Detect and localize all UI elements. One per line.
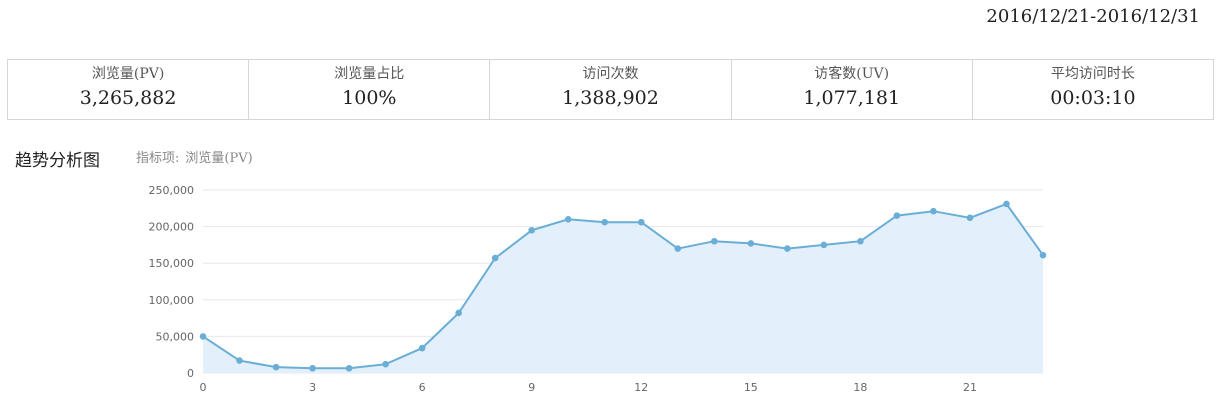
stat-value: 00:03:10 bbox=[1050, 87, 1136, 109]
stat-label: 平均访问时长 bbox=[1050, 66, 1135, 82]
trend-section-title: 趋势分析图 bbox=[15, 151, 100, 171]
stat-label: 访问次数 bbox=[582, 66, 639, 82]
data-point bbox=[711, 237, 718, 245]
y-axis-ticks: 0 50,000 100,000 150,000 200,000 250,000 bbox=[149, 184, 195, 380]
data-point bbox=[893, 212, 901, 219]
data-point bbox=[820, 241, 828, 249]
metric-name: 浏览量(PV) bbox=[185, 151, 253, 166]
stat-pageview-share: 浏览量占比 100% bbox=[249, 60, 491, 119]
data-point bbox=[199, 333, 207, 340]
stat-avg-duration: 平均访问时长 00:03:10 bbox=[973, 60, 1213, 119]
data-point bbox=[418, 344, 426, 352]
stat-label: 浏览量占比 bbox=[334, 66, 405, 82]
stat-value: 100% bbox=[342, 87, 397, 109]
x-tick-label: 18 bbox=[853, 381, 867, 394]
data-point bbox=[236, 357, 243, 364]
data-point bbox=[1039, 251, 1047, 259]
data-point bbox=[747, 240, 755, 247]
data-point bbox=[784, 245, 791, 252]
stats-summary-bar: 浏览量(PV) 3,265,882 浏览量占比 100% 访问次数 1,388,… bbox=[7, 59, 1214, 120]
data-point bbox=[564, 215, 572, 223]
data-point bbox=[1003, 200, 1010, 208]
data-point bbox=[857, 237, 864, 245]
data-point bbox=[601, 218, 609, 226]
stat-label: 浏览量(PV) bbox=[91, 66, 165, 82]
metric-selector[interactable]: 指标项: 浏览量(PV) bbox=[136, 147, 259, 166]
metric-prefix: 指标项: bbox=[136, 151, 180, 166]
data-point bbox=[674, 245, 682, 252]
stat-pageviews: 浏览量(PV) 3,265,882 bbox=[8, 60, 250, 119]
stat-value: 1,388,902 bbox=[562, 87, 659, 109]
stat-value: 1,077,181 bbox=[803, 87, 901, 109]
x-tick-label: 15 bbox=[744, 381, 758, 394]
y-tick-label: 250,000 bbox=[149, 184, 195, 197]
x-tick-label: 21 bbox=[963, 381, 977, 394]
x-tick-label: 6 bbox=[419, 381, 426, 394]
stat-value: 3,265,882 bbox=[79, 87, 177, 109]
stat-visitors: 访客数(UV) 1,077,181 bbox=[732, 60, 973, 119]
x-tick-label: 12 bbox=[634, 381, 648, 394]
data-point bbox=[455, 309, 462, 317]
data-point bbox=[491, 254, 499, 262]
stat-visits: 访问次数 1,388,902 bbox=[490, 60, 732, 119]
date-range: 2016/12/21-2016/12/31 bbox=[986, 6, 1200, 27]
x-tick-label: 0 bbox=[200, 381, 207, 394]
series-points bbox=[199, 200, 1047, 372]
series-area bbox=[203, 203, 1043, 373]
x-tick-label: 3 bbox=[309, 381, 316, 394]
x-axis-ticks: 0 3 6 9 12 15 18 21 bbox=[200, 381, 977, 394]
data-point bbox=[930, 207, 937, 215]
y-tick-label: 50,000 bbox=[156, 330, 195, 343]
x-tick-label: 9 bbox=[528, 381, 535, 394]
stat-label: 访客数(UV) bbox=[814, 66, 890, 82]
y-tick-label: 150,000 bbox=[149, 257, 195, 270]
data-point bbox=[309, 364, 316, 372]
data-point bbox=[382, 360, 389, 368]
data-point bbox=[272, 363, 280, 371]
series-line bbox=[202, 202, 1044, 370]
y-tick-label: 100,000 bbox=[149, 294, 195, 307]
data-point bbox=[528, 226, 535, 234]
data-point bbox=[345, 364, 353, 372]
y-tick-label: 200,000 bbox=[149, 221, 195, 234]
data-point bbox=[966, 214, 974, 222]
y-tick-label: 0 bbox=[187, 367, 194, 380]
data-point bbox=[637, 218, 645, 226]
